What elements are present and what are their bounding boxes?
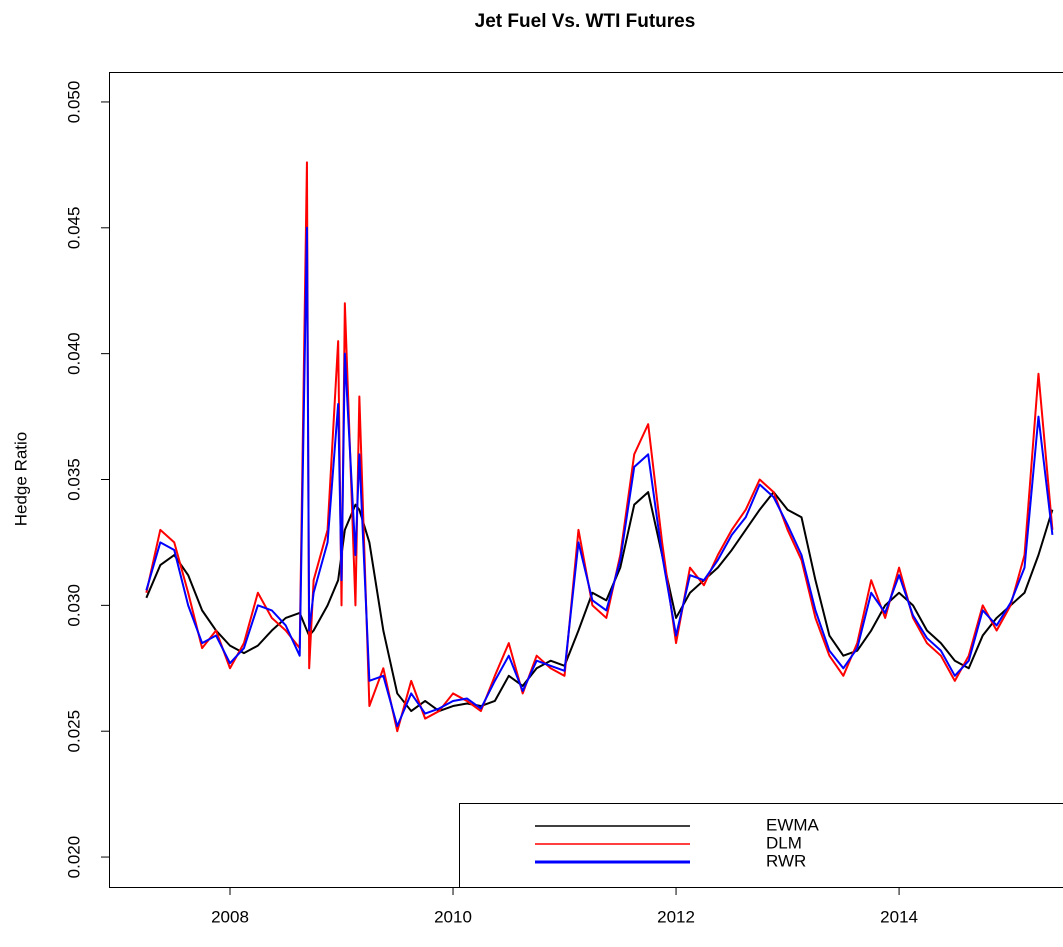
x-tick-label: 2010 [434,907,472,926]
legend-label: DLM [766,833,802,852]
x-tick-label: 2014 [880,907,918,926]
y-tick-label: 0.050 [64,81,83,124]
legend-box [459,803,1063,888]
y-tick-label: 0.040 [64,332,83,375]
legend-label: RWR [766,851,806,870]
x-tick-label: 2008 [211,907,249,926]
y-axis-label: Hedge Ratio [11,432,30,527]
y-tick-label: 0.025 [64,710,83,753]
y-tick-label: 0.020 [64,836,83,879]
line-series [145,226,1054,728]
chart-title: Jet Fuel Vs. WTI Futures [475,11,696,32]
line-series [145,161,1054,733]
y-tick-label: 0.035 [64,458,83,501]
legend-label: EWMA [766,815,820,834]
line-series [145,491,1054,713]
y-tick-label: 0.030 [64,584,83,627]
x-tick-label: 2012 [657,907,695,926]
y-tick-label: 0.045 [64,207,83,250]
plot-frame [109,72,1063,888]
